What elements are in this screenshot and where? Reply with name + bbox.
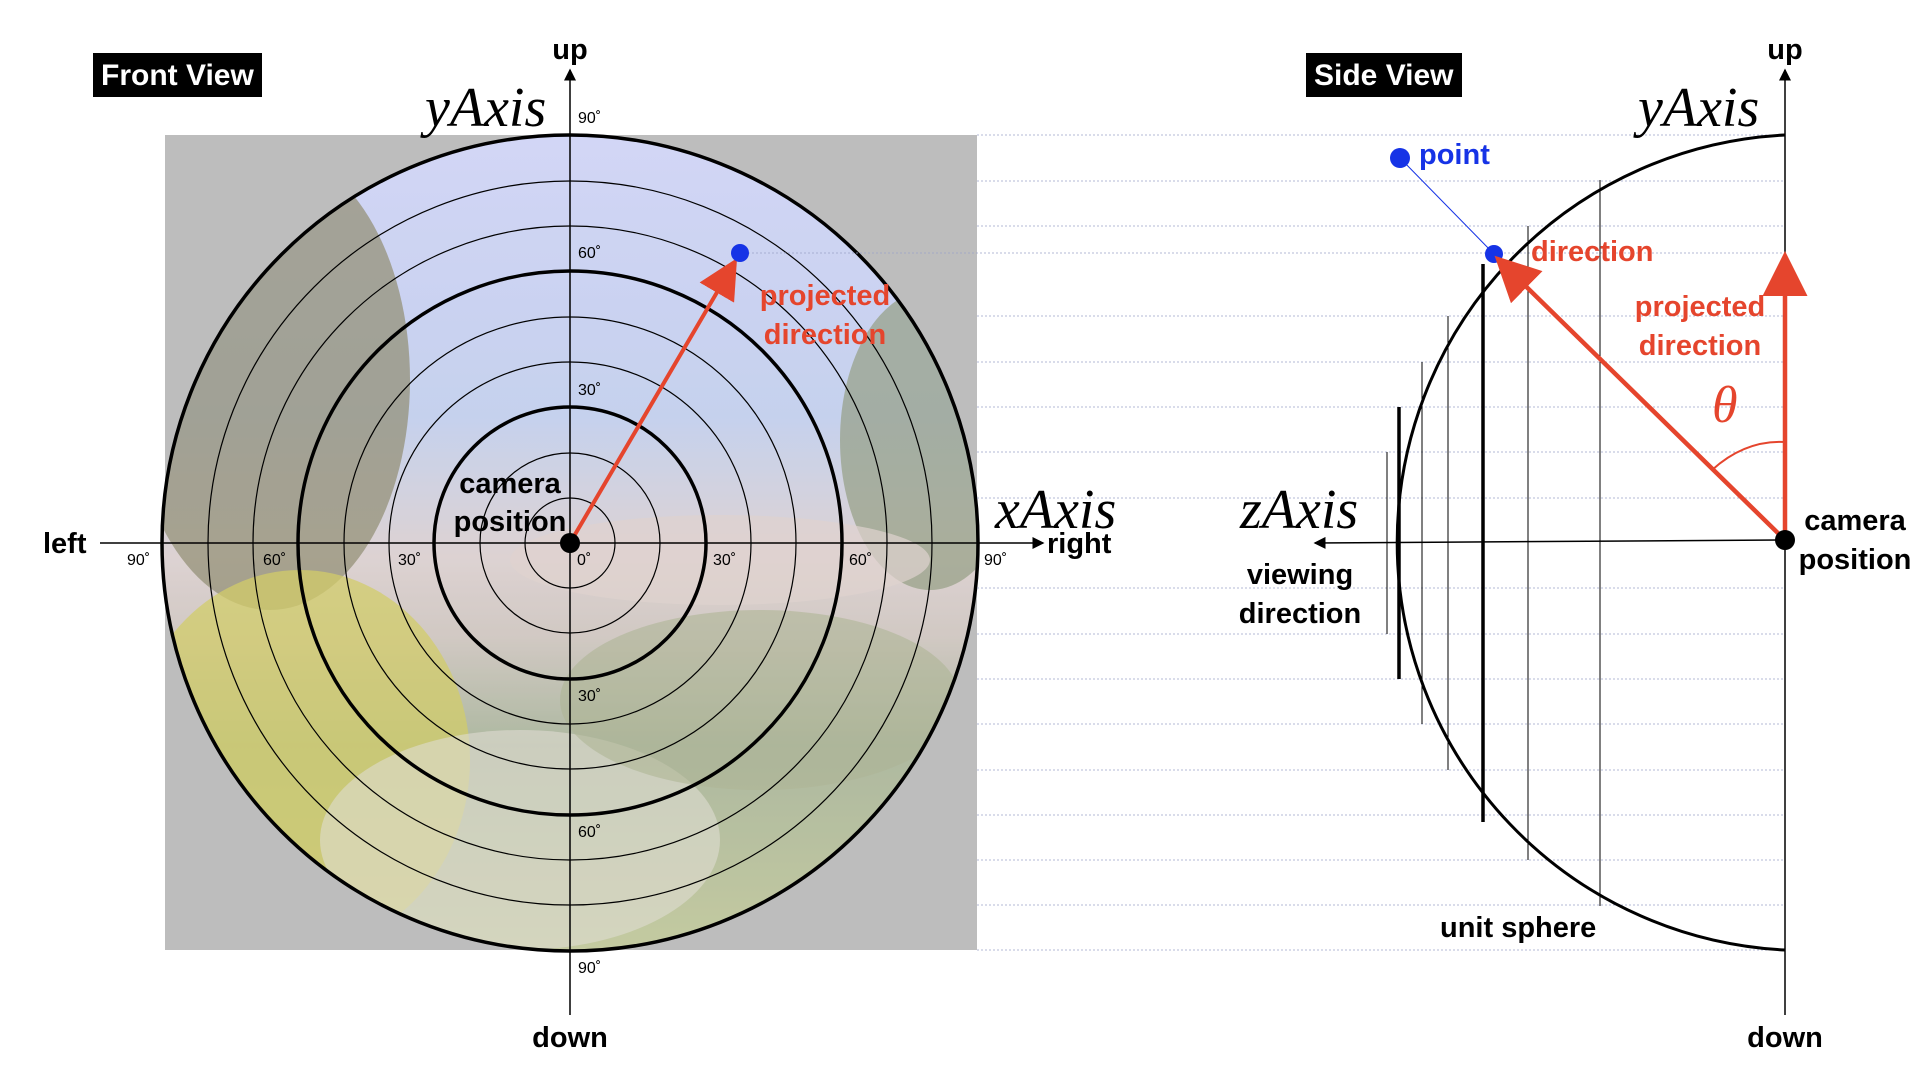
side-y-axis-name: yAxis xyxy=(1638,80,1759,136)
front-camera-line-2: position xyxy=(440,503,580,541)
direction-point xyxy=(1485,245,1503,263)
tick-y-down-60: 60˚ xyxy=(578,824,601,842)
side-camera-line-2: position xyxy=(1790,541,1920,580)
tick-x-right-60: 60˚ xyxy=(849,552,872,570)
tick-y-up-60: 60˚ xyxy=(578,245,601,263)
tick-x-0: 0˚ xyxy=(577,552,591,570)
front-down-label: down xyxy=(520,1024,620,1053)
tick-x-left-30: 30˚ xyxy=(398,552,421,570)
front-camera-line-1: camera xyxy=(440,465,580,503)
front-x-axis-name: xAxis xyxy=(995,482,1116,538)
tick-y-up-30: 30˚ xyxy=(578,382,601,400)
direction-label: direction xyxy=(1531,238,1653,267)
side-camera-position-label: camera position xyxy=(1790,502,1920,580)
point-ray xyxy=(1400,158,1494,254)
front-camera-position-label: camera position xyxy=(440,465,580,541)
viewing-direction-line-1: viewing xyxy=(1235,556,1365,595)
side-view-title: Side View xyxy=(1306,53,1462,97)
front-projected-line-1: projected xyxy=(745,277,905,316)
theta-arc xyxy=(1712,442,1785,470)
tick-y-up-90: 90˚ xyxy=(578,110,601,128)
front-projected-direction-label: projected direction xyxy=(745,277,905,355)
point-marker xyxy=(1390,148,1410,168)
front-projected-line-2: direction xyxy=(745,316,905,355)
tick-x-left-60: 60˚ xyxy=(263,552,286,570)
front-left-label: left xyxy=(43,530,87,559)
front-view-title: Front View xyxy=(93,53,262,97)
front-y-axis-name: yAxis xyxy=(425,80,546,136)
front-up-label: up xyxy=(540,36,600,65)
tick-x-right-90: 90˚ xyxy=(984,552,1007,570)
side-z-axis-name: zAxis xyxy=(1240,482,1358,538)
side-projected-direction-label: projected direction xyxy=(1620,288,1780,366)
tick-y-down-30: 30˚ xyxy=(578,688,601,706)
theta-label: θ xyxy=(1712,380,1738,432)
viewing-direction-line-2: direction xyxy=(1235,595,1365,634)
z-axis-line xyxy=(1315,540,1785,543)
side-camera-line-1: camera xyxy=(1790,502,1920,541)
viewing-direction-label: viewing direction xyxy=(1235,556,1365,634)
unit-sphere-label: unit sphere xyxy=(1440,914,1596,943)
projected-point-front xyxy=(731,244,749,262)
tick-y-down-90: 90˚ xyxy=(578,960,601,978)
point-label: point xyxy=(1419,141,1490,170)
side-projected-line-2: direction xyxy=(1620,327,1780,366)
side-projected-line-1: projected xyxy=(1620,288,1780,327)
tick-x-left-90: 90˚ xyxy=(127,552,150,570)
side-down-label: down xyxy=(1735,1024,1835,1053)
side-up-label: up xyxy=(1755,36,1815,65)
tick-x-right-30: 30˚ xyxy=(713,552,736,570)
